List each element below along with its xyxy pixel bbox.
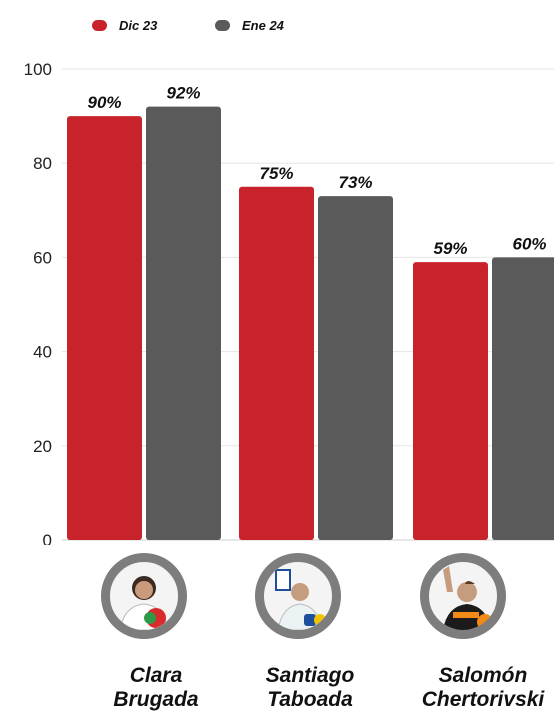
bar: [318, 196, 393, 541]
y-tick-label: 100: [24, 60, 52, 79]
candidate-name-taboada: Santiago Taboada: [225, 664, 395, 712]
candidate-first-name: Salomón: [438, 664, 528, 687]
y-tick-label: 0: [43, 531, 52, 545]
data-label: 73%: [338, 173, 372, 192]
y-tick-label: 20: [33, 437, 52, 456]
legend-label: Dic 23: [119, 18, 158, 33]
candidate-avatar-taboada: [255, 553, 341, 639]
legend-swatch-icon: [215, 20, 230, 31]
candidate-last-name: Brugada: [113, 688, 199, 711]
person-icon: [443, 566, 493, 630]
bar-chart: 0 20 40 60 80 100 90% 92% 75% 73% 59% 60%: [24, 60, 554, 545]
y-tick-label: 60: [33, 248, 52, 267]
y-tick-label: 80: [33, 154, 52, 173]
bar: [492, 257, 554, 540]
candidate-name-brugada: Clara Brugada: [71, 664, 241, 712]
bar: [413, 262, 488, 540]
data-label: 60%: [512, 234, 546, 253]
bar: [239, 186, 314, 540]
bar: [67, 116, 142, 540]
legend-label: Ene 24: [242, 18, 284, 33]
data-label: 75%: [259, 164, 293, 183]
candidate-last-name: Taboada: [267, 688, 353, 711]
person-icon: [275, 569, 326, 630]
candidate-avatar-chertorivski: [420, 553, 506, 639]
data-label: 59%: [433, 239, 467, 258]
person-icon: [119, 576, 169, 630]
candidate-last-name: Chertorivski: [421, 688, 545, 711]
candidate-first-name: Clara: [129, 664, 183, 687]
candidate-avatar-brugada: [101, 553, 187, 639]
candidate-first-name: Santiago: [265, 664, 355, 687]
candidate-name-chertorivski: Salomón Chertorivski: [398, 664, 554, 712]
legend-item-dic-23: Dic 23: [92, 18, 157, 33]
legend-swatch-icon: [92, 20, 107, 31]
legend-item-ene-24: Ene 24: [215, 18, 284, 33]
y-tick-label: 40: [33, 343, 52, 362]
bar: [146, 106, 221, 541]
data-label: 90%: [87, 93, 121, 112]
data-label: 92%: [166, 84, 200, 103]
